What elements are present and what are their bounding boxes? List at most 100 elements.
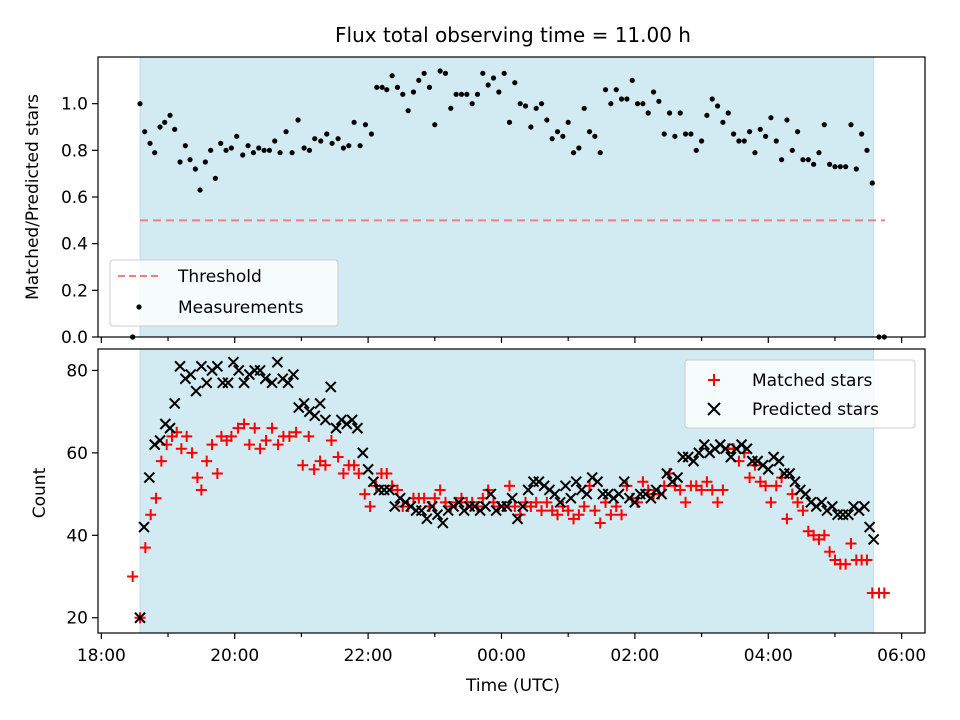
predicted-point	[867, 533, 880, 546]
measurement-point	[410, 89, 417, 95]
predicted-point	[842, 508, 855, 521]
predicted-point	[362, 463, 374, 476]
bottom-y-axis-label: Count	[30, 467, 50, 518]
predicted-point	[319, 414, 332, 426]
predicted-point	[298, 397, 310, 410]
measurement-point	[374, 84, 380, 90]
predicted-point	[325, 381, 337, 393]
measurement-point	[581, 105, 587, 111]
measurement-point	[843, 164, 849, 170]
matched-point	[824, 546, 836, 558]
measurement-point	[592, 133, 598, 139]
matched-point	[181, 430, 193, 442]
measurement-point	[324, 131, 330, 137]
measurement-point	[182, 143, 188, 149]
measurement-point	[400, 91, 406, 97]
measurement-point	[661, 131, 667, 137]
measurement-point	[528, 124, 534, 130]
measurement-point	[261, 147, 267, 153]
predicted-point	[693, 447, 705, 459]
measurement-point	[848, 122, 854, 128]
matched-point	[225, 430, 237, 442]
predicted-point	[719, 443, 732, 455]
matched-point	[191, 472, 203, 484]
legend-threshold-label: Threshold	[177, 267, 262, 287]
measurement-point	[864, 147, 870, 153]
matched-point	[308, 463, 320, 475]
measurement-point	[453, 91, 459, 97]
matched-point	[364, 500, 376, 512]
matched-point	[186, 447, 198, 459]
legend-matched-swatch	[708, 374, 720, 386]
matched-point	[536, 505, 548, 517]
predicted-point	[271, 356, 284, 368]
measurement-point	[340, 145, 347, 151]
matched-point	[706, 484, 718, 496]
predicted-point	[201, 377, 213, 389]
predicted-point	[367, 476, 380, 488]
y-tick-label: 0.2	[61, 281, 88, 301]
matched-point	[562, 505, 574, 517]
predicted-point	[357, 447, 369, 459]
y-tick-label: 0.0	[61, 328, 88, 348]
predicted-point	[222, 377, 234, 389]
predicted-point	[164, 422, 176, 434]
measurement-point	[394, 84, 401, 90]
measurement-point	[645, 110, 651, 116]
measurement-point	[597, 150, 603, 156]
predicted-point	[618, 476, 630, 488]
measurement-point	[677, 110, 683, 116]
matched-point	[260, 435, 272, 447]
measurement-point	[223, 147, 229, 153]
x-axis-label: Time (UTC)	[465, 676, 560, 696]
predicted-point	[437, 517, 449, 529]
predicted-point	[591, 476, 604, 488]
predicted-point	[858, 500, 871, 513]
measurement-point	[709, 96, 715, 102]
predicted-point	[238, 377, 250, 389]
matched-point	[238, 418, 250, 430]
bottom-axes-frame	[97, 348, 926, 634]
top-y-axis-label: Matched/Predicted stars	[23, 94, 43, 300]
measurement-point	[357, 143, 363, 149]
measurement-point	[289, 150, 295, 156]
measurement-point	[624, 96, 630, 102]
measurement-point	[301, 145, 307, 151]
chart-title: Flux total observing time = 11.00 h	[335, 23, 691, 47]
measurement-point	[554, 129, 561, 135]
matched-point	[243, 439, 255, 451]
predicted-point	[426, 500, 438, 513]
legend-measurements-label: Measurements	[178, 298, 304, 318]
predicted-point	[687, 455, 700, 467]
measurement-point	[157, 124, 163, 130]
matched-point	[621, 480, 633, 492]
matched-point	[878, 587, 890, 599]
predicted-point	[863, 521, 876, 533]
y-tick-label: 40	[66, 526, 88, 546]
predicted-point	[233, 364, 245, 377]
predicted-point	[671, 471, 684, 484]
matched-point	[818, 529, 830, 541]
measurement-point	[250, 150, 256, 156]
predicted-point	[565, 492, 577, 504]
matched-point	[353, 467, 365, 479]
top-legend-frame	[109, 259, 339, 327]
measurement-point	[789, 147, 795, 153]
predicted-point	[741, 443, 753, 455]
legend-predicted-swatch	[707, 402, 721, 416]
predicted-point	[629, 496, 641, 509]
matched-point	[348, 459, 360, 471]
matched-point	[765, 496, 777, 508]
measurement-point	[442, 70, 449, 76]
measurement-point	[506, 119, 513, 125]
measurement-point	[167, 112, 173, 118]
matched-point	[781, 513, 793, 525]
measurement-point	[768, 115, 774, 121]
matched-point	[541, 496, 553, 508]
predicted-point	[143, 471, 156, 484]
measurement-point	[480, 70, 486, 76]
measurement-point	[816, 150, 822, 156]
measurement-point	[549, 136, 555, 142]
matched-point	[201, 455, 213, 467]
predicted-point	[522, 484, 534, 496]
